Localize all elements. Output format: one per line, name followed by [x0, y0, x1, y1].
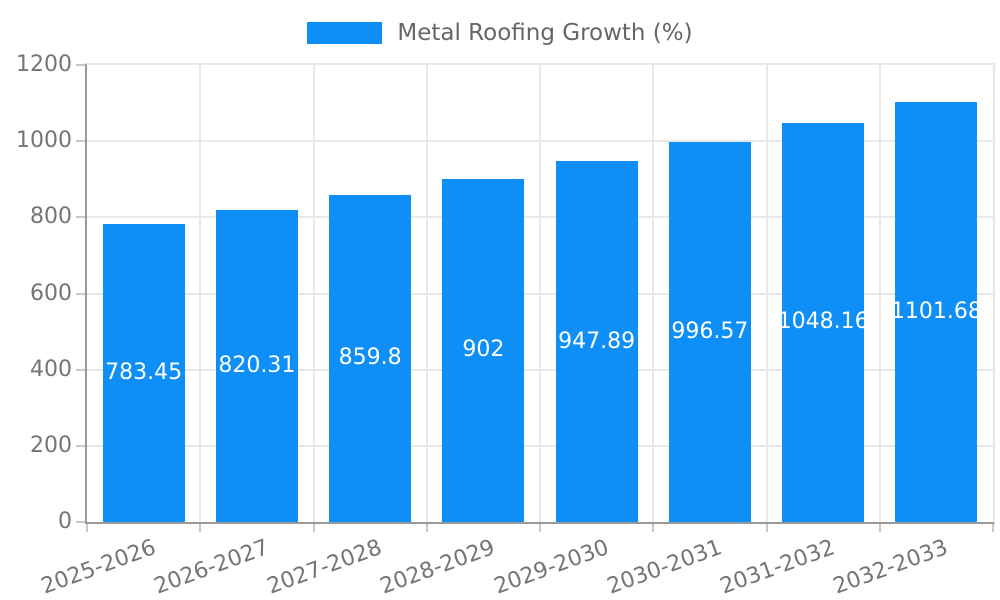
- bar: [102, 223, 185, 522]
- y-tick-mark: [76, 216, 85, 219]
- bar-value-label: 947.89: [558, 328, 636, 354]
- y-tick-mark: [76, 140, 85, 143]
- bar-value-label: 902: [462, 337, 505, 363]
- y-tick-mark: [76, 64, 85, 66]
- gridline-v: [312, 65, 315, 522]
- x-tick-mark: [312, 524, 315, 532]
- y-tick-mark: [76, 368, 85, 371]
- gridline-v: [199, 65, 202, 522]
- y-tick-mark: [76, 444, 85, 447]
- bar-value-label: 820.31: [218, 352, 296, 378]
- bar-value-label: 1048.16: [777, 309, 869, 335]
- x-tick-mark: [765, 524, 768, 532]
- bar: [782, 122, 865, 522]
- bar-value-label: 1101.68: [890, 299, 982, 325]
- y-tick-label: 600: [30, 280, 72, 306]
- y-tick-mark: [76, 292, 85, 295]
- x-tick-mark: [425, 524, 428, 532]
- gridline-v: [652, 65, 655, 522]
- x-tick-mark: [539, 524, 541, 532]
- bar: [555, 161, 638, 522]
- gridline-v: [539, 65, 541, 522]
- y-tick-mark: [76, 521, 85, 523]
- y-tick-label: 0: [58, 509, 72, 534]
- gridline-v: [425, 65, 428, 522]
- x-tick-mark: [992, 524, 994, 532]
- bar-value-label: 996.57: [671, 319, 749, 345]
- bar-value-label: 783.45: [105, 359, 183, 385]
- legend-swatch-icon: [307, 22, 383, 44]
- plot-area: 783.45 820.31 859.8 902 947.89 996.57 1048.16 1…: [85, 63, 995, 524]
- bar: [215, 209, 298, 522]
- gridline-v: [878, 65, 881, 522]
- y-tick-label: 1200: [16, 52, 72, 77]
- legend-label: Metal Roofing Growth (%): [397, 20, 693, 46]
- legend-item[interactable]: Metal Roofing Growth (%): [307, 20, 693, 46]
- bar: [329, 194, 412, 522]
- y-tick-label: 200: [30, 432, 72, 458]
- y-tick-label: 1000: [16, 128, 72, 154]
- x-tick-mark: [652, 524, 655, 532]
- x-tick-mark: [878, 524, 881, 532]
- bar: [442, 178, 525, 522]
- y-tick-label: 800: [30, 204, 72, 230]
- legend: Metal Roofing Growth (%): [0, 20, 1000, 46]
- x-tick-mark: [199, 524, 202, 532]
- y-tick-label: 400: [30, 356, 72, 382]
- bar: [895, 102, 978, 522]
- bar-value-label: 859.8: [338, 345, 402, 371]
- gridline-v: [765, 65, 768, 522]
- x-tick-mark: [86, 524, 88, 532]
- bar: [668, 142, 751, 522]
